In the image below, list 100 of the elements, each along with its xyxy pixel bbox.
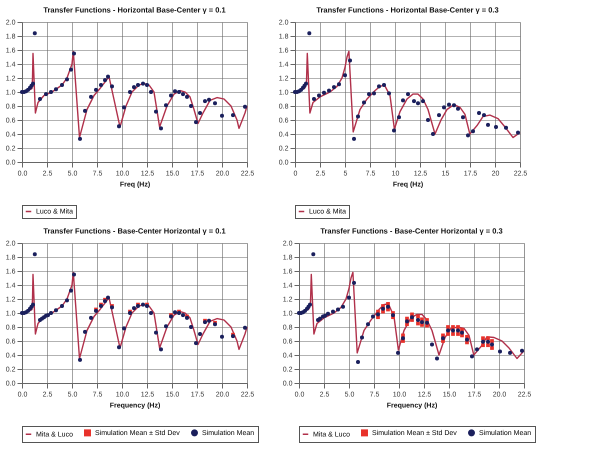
point: [456, 328, 460, 332]
point: [392, 128, 396, 132]
point: [420, 320, 424, 324]
point: [465, 338, 469, 342]
point: [366, 322, 370, 326]
point: [159, 347, 163, 352]
point: [181, 313, 185, 318]
point: [213, 101, 217, 106]
point: [416, 322, 420, 326]
point: [198, 332, 202, 336]
point: [456, 325, 460, 329]
point: [481, 336, 485, 340]
point: [89, 94, 93, 99]
point: [442, 105, 446, 110]
point: [169, 94, 173, 98]
point: [406, 92, 410, 96]
point: [376, 312, 380, 316]
point: [348, 58, 352, 62]
point: [426, 118, 430, 122]
point: [181, 92, 185, 96]
point: [136, 83, 140, 87]
point: [430, 342, 434, 346]
point: [352, 136, 356, 141]
point: [504, 126, 508, 130]
point: [72, 52, 76, 56]
point: [482, 113, 486, 118]
point: [516, 130, 520, 135]
point: [60, 83, 64, 87]
point: [421, 99, 425, 104]
point: [106, 74, 110, 79]
point: [425, 320, 429, 325]
point: [231, 113, 235, 118]
point: [412, 99, 416, 104]
point: [446, 328, 450, 332]
point: [69, 288, 73, 293]
point: [99, 83, 103, 87]
point: [341, 304, 345, 309]
point: [173, 310, 177, 314]
point: [405, 319, 409, 324]
point: [141, 302, 145, 307]
point: [203, 99, 207, 104]
point: [164, 324, 168, 328]
point: [397, 115, 401, 120]
point: [49, 90, 53, 94]
point: [367, 92, 371, 96]
point: [194, 120, 198, 124]
point: [94, 88, 98, 92]
point: [461, 115, 465, 120]
point: [470, 354, 474, 358]
point: [387, 91, 391, 96]
point: [471, 129, 475, 134]
point: [396, 350, 400, 355]
point: [356, 360, 360, 364]
point: [456, 106, 460, 111]
point: [452, 103, 456, 108]
point: [347, 296, 351, 300]
point: [38, 97, 42, 101]
point: [44, 92, 48, 96]
point: [486, 336, 490, 340]
point: [362, 100, 366, 104]
point: [106, 296, 110, 300]
point: [65, 298, 69, 302]
point: [490, 339, 494, 343]
point: [312, 97, 316, 101]
point: [159, 126, 163, 130]
point: [189, 104, 193, 108]
point: [446, 325, 450, 329]
point: [322, 90, 326, 95]
point: [381, 306, 385, 311]
point: [486, 122, 490, 127]
point: [441, 336, 445, 340]
point: [326, 312, 330, 316]
point: [446, 332, 450, 336]
point: [177, 90, 181, 94]
point: [122, 105, 126, 110]
point: [508, 350, 512, 355]
point: [243, 326, 247, 330]
point: [78, 136, 82, 141]
point: [132, 306, 136, 310]
point: [498, 350, 502, 354]
point: [336, 308, 340, 312]
point: [520, 348, 524, 353]
point: [220, 334, 224, 339]
point: [486, 343, 490, 348]
point: [332, 85, 336, 90]
point: [377, 84, 381, 88]
point: [416, 318, 420, 322]
point: [477, 111, 481, 115]
point: [145, 83, 149, 87]
point: [54, 87, 58, 92]
point: [164, 103, 168, 108]
point: [220, 114, 224, 118]
point: [141, 82, 145, 86]
point: [65, 77, 69, 82]
point: [327, 88, 331, 93]
point: [198, 111, 202, 115]
point: [69, 68, 73, 72]
point: [360, 336, 364, 340]
point: [78, 358, 82, 362]
point: [54, 308, 58, 312]
